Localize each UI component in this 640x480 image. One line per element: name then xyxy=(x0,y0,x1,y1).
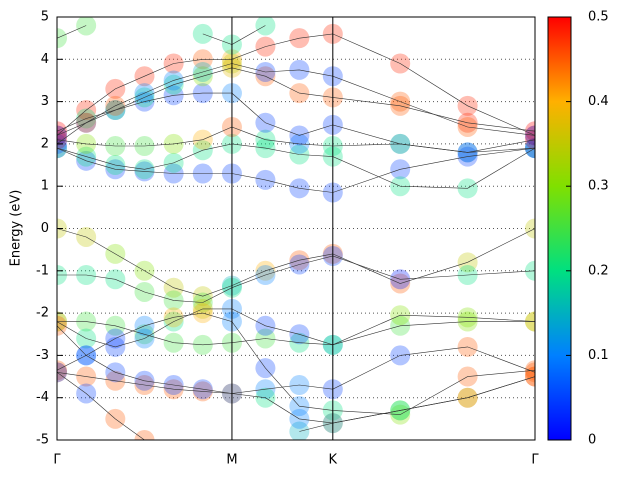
band-weight-point xyxy=(192,23,213,44)
band-weight-point xyxy=(525,218,535,239)
colorbar-tick-label: 0.3 xyxy=(588,179,609,194)
colorbar xyxy=(547,16,572,441)
colorbar-tick-label: 0 xyxy=(588,433,596,448)
band-weight-point xyxy=(57,125,67,146)
y-tick-label: -2 xyxy=(36,306,49,321)
band-weight-point xyxy=(57,28,67,49)
plot-border xyxy=(56,16,536,441)
colorbar-tick-label: 0.5 xyxy=(588,10,609,25)
y-tick-label: 5 xyxy=(41,10,49,25)
band-weight-point xyxy=(57,129,67,150)
band-weight-point xyxy=(255,17,276,36)
colorbar-tick-label: 0.1 xyxy=(588,348,609,363)
band-weight-point xyxy=(57,315,67,336)
band-weight-point xyxy=(57,362,67,383)
band-weight-point xyxy=(76,17,97,36)
band-weight-point xyxy=(525,121,535,142)
plot-area xyxy=(57,17,535,440)
y-tick-label: 0 xyxy=(41,221,49,236)
x-tick-label: K xyxy=(329,453,338,468)
y-tick-label: 2 xyxy=(41,136,49,151)
y-axis-label: Energy (eV) xyxy=(9,190,24,267)
x-tick-label: Γ xyxy=(531,453,539,468)
colorbar-tick-label: 0.4 xyxy=(588,94,609,109)
band-weight-point xyxy=(57,360,67,381)
y-tick-label: -4 xyxy=(36,390,49,405)
band-weight-point xyxy=(525,260,535,281)
x-tick-label: Γ xyxy=(53,453,61,468)
y-tick-label: 4 xyxy=(41,52,49,67)
y-tick-label: -3 xyxy=(36,348,49,363)
band-weight-point xyxy=(57,138,67,159)
band-weight-point xyxy=(57,362,67,383)
axes: -5 -4 -3 -2 -1 0 1 2 3 4 5 Γ M K Γ 0 0.1 0.2 0.3 0.4 0.5 xyxy=(36,10,609,468)
band-weight-point xyxy=(57,138,67,159)
y-tick-label: 3 xyxy=(41,94,49,109)
band-weight-point xyxy=(57,125,67,146)
y-tick-label: 1 xyxy=(41,179,49,194)
colorbar-tick-label: 0.2 xyxy=(588,263,609,278)
y-tick-label: -1 xyxy=(36,263,49,278)
band-weight-point xyxy=(289,421,310,440)
band-weight-point xyxy=(134,430,155,440)
y-tick-label: -5 xyxy=(36,433,49,448)
x-tick-label: M xyxy=(226,453,237,468)
